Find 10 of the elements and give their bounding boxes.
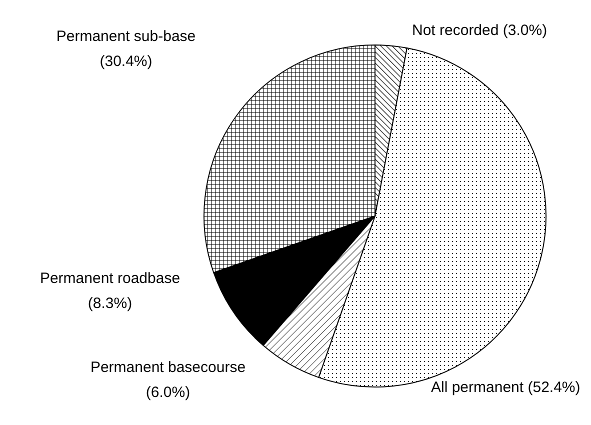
slice-label: Permanent roadbase xyxy=(40,270,180,287)
data-label: (30.4%) xyxy=(100,53,152,70)
data-label: (52.4%) xyxy=(528,379,580,396)
data-label: (8.3%) xyxy=(88,295,132,312)
slice-label: Not recorded xyxy=(412,22,499,39)
slice-label: All permanent xyxy=(431,379,524,396)
slice-label: Permanent basecourse xyxy=(90,359,246,376)
data-label: (3.0%) xyxy=(502,22,548,39)
slice-label: Permanent sub-base xyxy=(56,28,196,45)
data-label: (6.0%) xyxy=(146,384,190,401)
